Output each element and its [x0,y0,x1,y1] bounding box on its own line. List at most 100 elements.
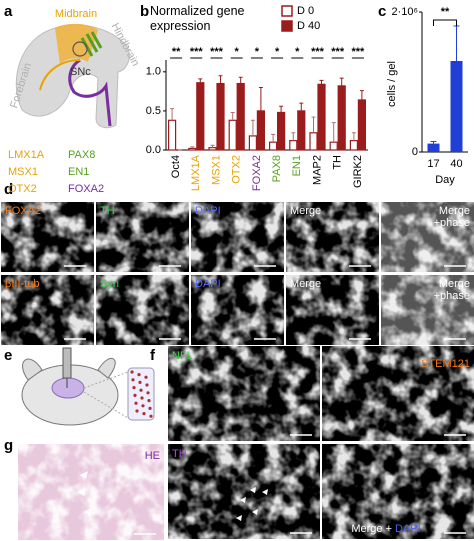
arrowhead [250,487,256,493]
stain-label: FOXA2 [5,205,41,217]
cell-dot [145,383,149,387]
mouse-ear [22,358,43,381]
significance: *** [190,46,204,58]
panel-letter: e [4,347,12,364]
bar [277,111,286,151]
bar [317,83,326,151]
bar [349,140,358,151]
significance: * [275,46,280,58]
significance: * [235,46,240,58]
error-bar [198,78,203,83]
arrowhead [80,471,88,479]
cell-dot [133,393,137,397]
brain-sketch [15,23,130,129]
error-bar [258,86,263,111]
bar [208,147,217,151]
bar [337,85,346,151]
cell-dot [148,406,152,410]
bar [450,61,463,152]
y-tick-label: 0.0 [146,144,161,156]
mouse-ear [97,358,116,379]
stain-label: Syn [100,278,119,290]
cell-dot [147,399,151,403]
gene-label: FOXA2 [68,183,104,195]
gene-label: OTX2 [8,183,37,195]
stain-label: βIII-tub [5,278,39,290]
error-bar [299,102,304,111]
cell-dot [146,391,150,395]
error-bar [291,132,296,141]
bar [168,119,177,151]
cell-dot [137,373,141,377]
error-bar [271,133,276,143]
error-bar [311,116,316,133]
y-tick-label: 2·10⁶ [391,6,418,18]
x-axis-label: Day [435,174,455,186]
gene-label: EN1 [68,166,89,178]
panel-letter: g [4,437,13,454]
bar [329,141,338,151]
panel-letter: a [4,3,13,20]
significance: * [255,46,260,58]
bar [196,82,205,151]
cell-dot [132,386,136,390]
error-bar [238,76,243,84]
stain-label: Merge [439,278,470,290]
micrograph [322,346,474,441]
gel [127,367,155,421]
cell-dot [135,409,139,413]
panel-letter: f [150,347,156,364]
error-bar [210,144,215,148]
cell-dot [140,396,144,400]
bar [297,110,306,151]
stain-label: DAPI [395,523,421,535]
stain-label: Merge [290,205,321,217]
stain-label: DAPI [195,205,221,217]
cell-dot [149,414,153,418]
stain-label: STEM121 [421,358,470,370]
significance: ** [172,46,181,58]
stain-label: TH [172,448,187,460]
micrograph [168,444,320,539]
micrograph [96,275,189,345]
syringe [62,347,72,379]
arrowhead [78,488,86,496]
error-bar [230,111,235,121]
arrowhead [236,515,242,521]
error-bar [453,25,460,61]
stain-label: +phase [434,217,470,229]
stain-label: DAPI [195,278,221,290]
error-bar [339,77,344,86]
cell-dot [141,404,145,408]
stain-label: HE [145,450,160,462]
cell-dot [144,375,148,379]
error-bar [359,90,364,100]
bar [248,135,257,151]
stain-label: +phase [434,290,470,302]
legend-label: D 0 [297,5,314,17]
x-tick-label: 40 [450,158,462,170]
legend-label: D 40 [297,20,320,32]
micrograph [96,202,189,272]
cell-dot [131,378,135,382]
error-bar [190,146,195,149]
micrograph [168,346,320,441]
significance: * [295,46,300,58]
arrowhead [252,509,258,515]
cell-dot [130,370,134,374]
bar [188,147,197,151]
bar [309,132,318,151]
bar [269,141,278,151]
chart-title: Normalized gene expression [150,4,245,33]
bar [427,143,440,152]
x-tick-label: GIRK2 [352,155,364,188]
micrograph [1,202,94,272]
snc-label: SNc [70,66,91,78]
x-tick-label: Oct4 [170,155,182,178]
x-tick-label: OTX2 [231,155,243,184]
gene-label: MSX1 [8,166,38,178]
significance: *** [311,46,325,58]
significance: ** [441,6,450,18]
bar [357,99,366,151]
cell-dot [134,401,138,405]
